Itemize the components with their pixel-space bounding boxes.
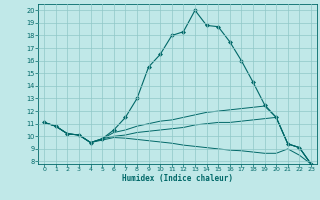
X-axis label: Humidex (Indice chaleur): Humidex (Indice chaleur) xyxy=(122,174,233,183)
